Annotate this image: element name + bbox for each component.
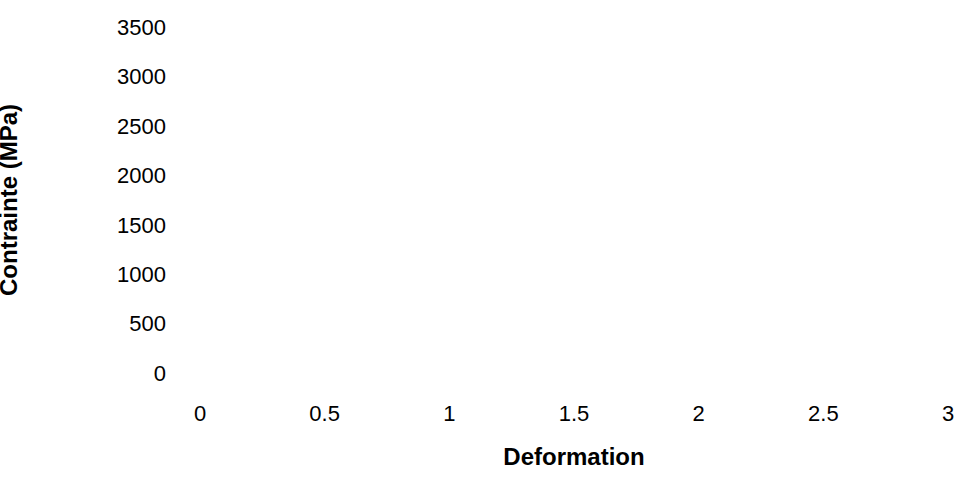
svg-text:500: 500 <box>129 311 166 336</box>
svg-text:2: 2 <box>693 401 705 426</box>
svg-text:3: 3 <box>942 401 954 426</box>
svg-text:2.5: 2.5 <box>808 401 839 426</box>
svg-text:Contrainte (MPa): Contrainte (MPa) <box>8 104 22 296</box>
svg-text:2500: 2500 <box>117 114 166 139</box>
svg-text:3000: 3000 <box>117 64 166 89</box>
svg-text:0.5: 0.5 <box>309 401 340 426</box>
svg-text:1000: 1000 <box>117 262 166 287</box>
svg-text:2000: 2000 <box>117 163 166 188</box>
svg-text:1.5: 1.5 <box>559 401 590 426</box>
svg-text:1: 1 <box>443 401 455 426</box>
svg-text:0: 0 <box>194 401 206 426</box>
svg-text:Deformation: Deformation <box>503 443 644 470</box>
svg-text:1500: 1500 <box>117 213 166 238</box>
svg-text:3500: 3500 <box>117 15 166 40</box>
svg-text:0: 0 <box>154 361 166 386</box>
